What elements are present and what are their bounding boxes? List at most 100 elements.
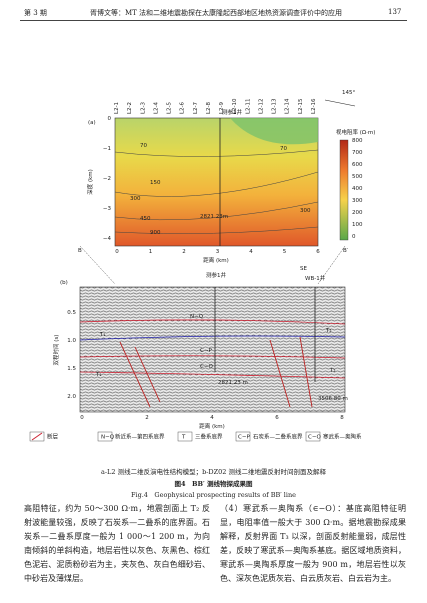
y-tick-label: 0	[108, 116, 112, 122]
x-tick-label: 1	[149, 249, 153, 255]
legend-label: T	[181, 435, 186, 441]
page-number: 137	[388, 8, 402, 16]
y-tick-label: −3	[103, 206, 112, 212]
y-tick-label: −4	[103, 236, 112, 242]
well-label: 测参1井	[222, 108, 242, 116]
depth-label: 2821.23 m	[218, 380, 248, 386]
body-left: 高阻特征，约为 50～300 Ω·m，地震剖面上 T₂ 反射波能量较强，反映了石…	[24, 504, 210, 583]
station-label: L2-1	[114, 102, 120, 114]
contour-label: 70	[140, 143, 147, 149]
colorbar-tick-label: 400	[352, 186, 363, 192]
x-axis-label: 距离 (km)	[203, 256, 229, 264]
legend-label: 新近系—第四系底界	[115, 433, 165, 441]
colorbar-tick-label: 100	[352, 222, 363, 228]
section-end: B	[78, 248, 82, 254]
legend-label: 断层	[47, 433, 59, 441]
x-tick-label: 8	[340, 415, 344, 421]
station-label: L2-16	[311, 98, 317, 114]
link-line	[317, 245, 346, 285]
figure: (a) 145° 测参1井 L2-1 L2-2 L2-3 L2-4 L2-5 L2-6 L2-7 L…	[29, 90, 375, 442]
unit-label: T₂	[329, 368, 336, 374]
station-label: L2-3	[140, 101, 146, 114]
y-tick-label: 1.5	[67, 366, 76, 372]
x-tick-label: 2	[145, 415, 149, 421]
station-label: L2-14	[285, 98, 291, 114]
colorbar	[339, 139, 349, 241]
y-tick-label: −2	[103, 176, 111, 182]
colorbar-tick-label: 700	[352, 150, 363, 156]
x-tick-label: 5	[283, 249, 287, 255]
y-axis-label: 深度 (km)	[86, 169, 94, 195]
legend-label: C−O	[308, 435, 321, 441]
horizon-t	[79, 335, 346, 341]
station-label: L2-15	[298, 98, 304, 114]
contour-label: 450	[140, 216, 151, 222]
unit-label: N−Q	[190, 314, 204, 320]
station-label: L2-12	[258, 98, 264, 114]
unit-label: C−O	[200, 364, 213, 370]
x-axis-label: 距离 (km)	[199, 422, 225, 430]
y-axis-label: 双程时间 (s)	[52, 335, 60, 366]
unit-label: T₁	[99, 332, 106, 338]
station-label: L2-13	[272, 98, 278, 114]
y-tick-label: 2.0	[67, 394, 76, 400]
x-tick-label: 3	[216, 249, 220, 255]
depth-label: 2821.23m	[200, 214, 228, 220]
colorbar-tick-label: 300	[352, 198, 363, 204]
station-label: L2-4	[153, 101, 159, 114]
station-label: L2-6	[180, 101, 186, 114]
azimuth-arrow	[324, 99, 356, 107]
x-tick-label: 0	[80, 415, 84, 421]
well-label: WB-1井	[305, 274, 326, 282]
legend-label: C−P	[238, 435, 250, 441]
x-tick-label: 4	[210, 415, 214, 421]
station-label: L2-9	[219, 101, 225, 114]
header-rule	[20, 20, 407, 21]
caption-en: Fig.4 Geophysical prospecting results of…	[130, 491, 296, 499]
station-label: L2-8	[206, 101, 212, 114]
x-tick-label: 4	[249, 249, 253, 255]
issue: 第 3 期	[24, 9, 47, 17]
y-tick-label: 0.5	[67, 310, 76, 316]
caption-cn: 图4 BB′ 测线物探成果图	[174, 480, 253, 488]
colorbar-tick-label: 200	[352, 210, 363, 216]
direction-label: SE	[300, 266, 307, 272]
colorbar-tick-label: 0	[352, 234, 356, 240]
station-label: L2-2	[127, 102, 133, 114]
y-tick-label: 1.0	[67, 338, 76, 344]
x-tick-label: 2	[182, 249, 186, 255]
colorbar-tick-label: 500	[352, 174, 363, 180]
horizon-co	[79, 371, 346, 379]
legend-swatches	[29, 431, 321, 442]
station-label: L2-10	[232, 98, 238, 114]
unit-label: T₂	[325, 328, 332, 334]
section-end: B′	[343, 248, 349, 254]
station-label: L2-11	[245, 98, 251, 114]
x-tick-label: 0	[115, 249, 119, 255]
horizon-cp	[79, 355, 346, 359]
colorbar-tick-label: 800	[352, 138, 363, 144]
horizon-nq	[79, 319, 346, 325]
colorbar-title: 视电阻率 (Ω·m)	[336, 128, 375, 136]
contour-label: 300	[300, 208, 311, 214]
low-resistivity-zone	[230, 118, 318, 145]
station-label: L2-7	[193, 101, 199, 114]
legend-label: 寒武系—奥陶系	[323, 433, 362, 441]
seismic-section	[79, 286, 346, 413]
faults	[119, 336, 313, 408]
legend-label: N−Q	[101, 435, 115, 441]
panel-label: (b)	[60, 280, 68, 286]
contour-label: 70	[280, 146, 287, 152]
legend-label: 石炭系—二叠系底界	[253, 433, 303, 441]
x-tick-label: 6	[275, 415, 279, 421]
subcaption: a-L2 测线二维反演电性结构模型；b-DZ02 测线二维地震反射时间剖面及解释	[100, 468, 326, 476]
station-label: L2-5	[167, 101, 173, 114]
unit-label: T₁	[95, 372, 102, 378]
depth-label: 3506.80 m	[318, 396, 348, 402]
link-line	[79, 245, 116, 285]
contours	[114, 149, 319, 234]
azimuth: 145°	[342, 90, 355, 96]
